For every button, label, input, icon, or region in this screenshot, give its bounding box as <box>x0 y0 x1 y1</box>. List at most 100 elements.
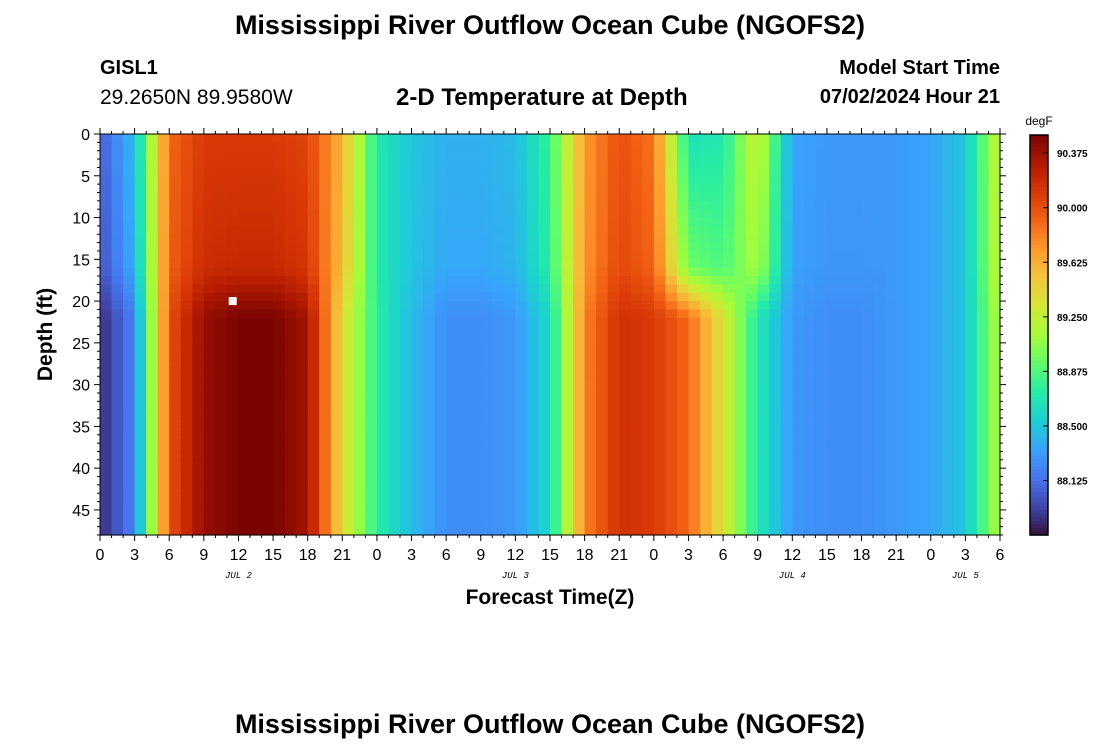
heatmap-cell <box>111 501 124 511</box>
heatmap-cell <box>400 518 413 528</box>
colorbar-segment <box>1030 316 1048 322</box>
heatmap-cell <box>203 367 216 377</box>
heatmap-cell <box>469 484 482 494</box>
heatmap-cell <box>919 451 932 461</box>
heatmap-cell <box>319 242 332 252</box>
colorbar-tick-label: 90.375 <box>1057 149 1088 160</box>
heatmap-cell <box>365 184 378 194</box>
heatmap-cell <box>942 217 955 227</box>
heatmap-cell <box>619 501 632 511</box>
heatmap-cell <box>734 200 747 210</box>
heatmap-cell <box>284 250 297 260</box>
heatmap-cell <box>226 326 240 336</box>
heatmap-cell <box>919 242 932 252</box>
heatmap-cell <box>873 409 886 419</box>
heatmap-cell <box>215 276 228 285</box>
heatmap-cell <box>861 200 874 210</box>
heatmap-cell <box>330 167 343 177</box>
heatmap-cell <box>746 150 759 160</box>
heatmap-cell <box>561 301 574 311</box>
heatmap-cell <box>526 493 540 503</box>
heatmap-cell <box>642 242 655 252</box>
heatmap-cell <box>215 192 228 202</box>
heatmap-cell <box>446 509 459 519</box>
heatmap-cell <box>803 484 816 494</box>
heatmap-cell <box>469 134 482 143</box>
heatmap-cell <box>861 359 874 369</box>
heatmap-cell <box>700 451 713 461</box>
colorbar-segment <box>1030 520 1048 525</box>
heatmap-cell <box>734 518 747 528</box>
heatmap-cell <box>134 159 147 169</box>
heatmap-cell <box>734 326 747 336</box>
heatmap-cell <box>446 468 459 478</box>
heatmap-cell <box>596 376 609 386</box>
heatmap-cell <box>111 326 124 336</box>
heatmap-cell <box>665 476 678 486</box>
heatmap-cell <box>561 476 574 486</box>
heatmap-cell <box>307 443 320 453</box>
heatmap-cell <box>423 401 436 411</box>
heatmap-cell <box>711 276 724 285</box>
heatmap-cell <box>573 134 586 143</box>
heatmap-cell <box>942 225 955 235</box>
heatmap-cell <box>642 459 655 469</box>
heatmap-cell <box>400 501 413 511</box>
heatmap-cell <box>284 150 297 160</box>
heatmap-cell <box>896 326 909 336</box>
heatmap-cell <box>907 342 920 352</box>
heatmap-cell <box>434 134 447 143</box>
heatmap-cell <box>850 384 863 394</box>
heatmap-cell <box>780 267 793 277</box>
heatmap-cell <box>711 359 724 369</box>
heatmap-cell <box>815 301 828 311</box>
heatmap-cell <box>423 468 436 478</box>
heatmap-cell <box>792 459 805 469</box>
heatmap-cell <box>284 234 297 244</box>
heatmap-cell <box>676 501 690 511</box>
heatmap-cell <box>584 175 597 185</box>
heatmap-cell <box>780 451 793 461</box>
heatmap-cell <box>192 459 205 469</box>
heatmap-cell <box>792 476 805 486</box>
colorbar-frame <box>1029 134 1049 536</box>
heatmap-cell <box>515 434 528 444</box>
heatmap-cell <box>411 501 424 511</box>
heatmap-cell <box>446 200 459 210</box>
heatmap-cell <box>307 468 320 478</box>
heatmap-cell <box>850 468 863 478</box>
heatmap-cell <box>411 451 424 461</box>
heatmap-cell <box>953 142 966 152</box>
heatmap-cell <box>873 276 886 285</box>
heatmap-cell <box>111 225 124 235</box>
heatmap-cell <box>630 184 643 194</box>
heatmap-cell <box>976 200 990 210</box>
heatmap-cell <box>226 526 240 536</box>
heatmap-cell <box>400 384 413 394</box>
colorbar-segment <box>1030 211 1048 216</box>
heatmap-cell <box>180 459 193 469</box>
heatmap-cell <box>469 326 482 336</box>
heatmap-cell <box>226 476 240 486</box>
heatmap-cell <box>850 451 863 461</box>
heatmap-cell <box>400 250 413 260</box>
heatmap-cell <box>919 309 932 319</box>
heatmap-cell <box>192 334 205 344</box>
heatmap-cell <box>930 175 943 185</box>
heatmap-cell <box>134 459 147 469</box>
heatmap-cell <box>469 317 482 327</box>
heatmap-cell <box>515 401 528 411</box>
heatmap-cell <box>123 443 136 453</box>
heatmap-cell <box>942 509 955 519</box>
heatmap-cell <box>157 484 170 494</box>
heatmap-cell <box>607 225 620 235</box>
heatmap-cell <box>873 509 886 519</box>
heatmap-cell <box>146 518 159 528</box>
heatmap-cell <box>376 234 390 244</box>
heatmap-cell <box>169 225 182 235</box>
heatmap-cell <box>457 234 470 244</box>
heatmap-cell <box>284 192 297 202</box>
heatmap-cell <box>273 409 286 419</box>
heatmap-cell <box>907 309 920 319</box>
heatmap-cell <box>215 434 228 444</box>
